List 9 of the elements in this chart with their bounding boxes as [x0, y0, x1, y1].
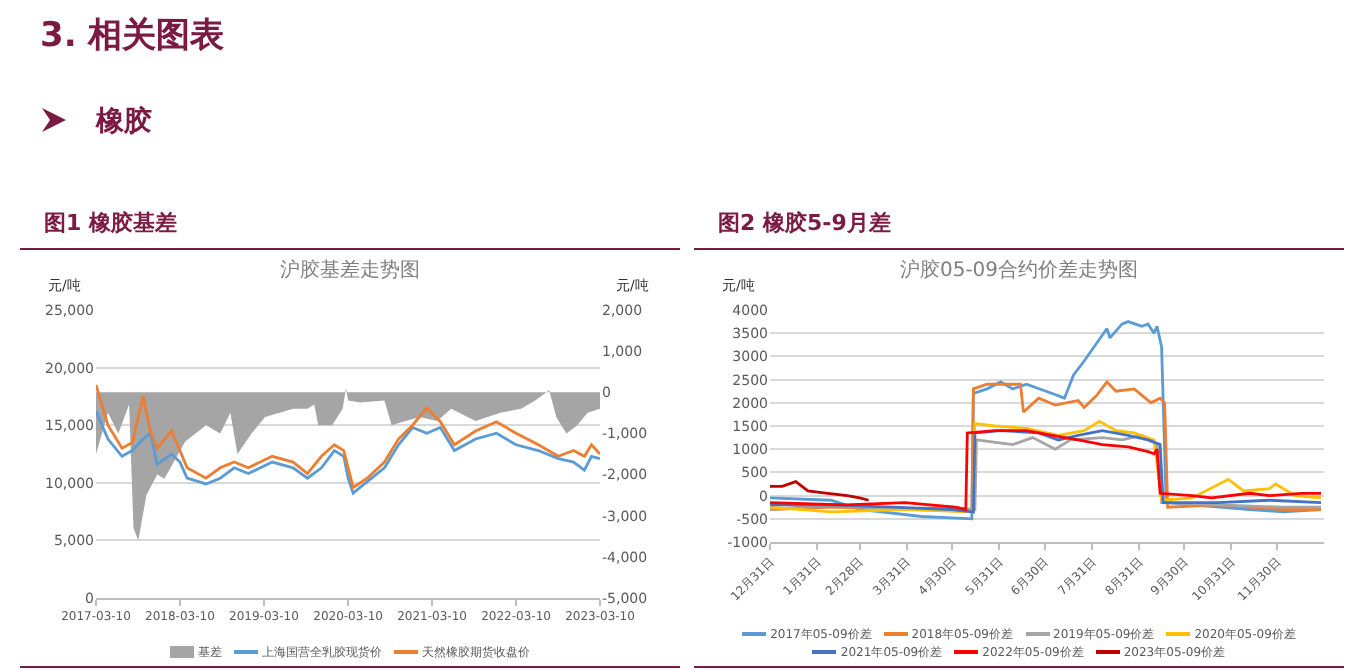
line-series — [96, 409, 600, 495]
caption: 图2 橡胶5-9月差 — [718, 208, 891, 238]
text: 橡胶 — [96, 106, 152, 138]
caption: 图1 橡胶基差 — [44, 208, 177, 238]
line-series — [770, 480, 871, 502]
text: 3. 相关图表 — [40, 14, 225, 58]
line-series — [96, 383, 600, 489]
chart-title: 沪胶基差走势图 — [280, 258, 420, 283]
chart-title: 沪胶05-09合约价差走势图 — [899, 258, 1139, 283]
